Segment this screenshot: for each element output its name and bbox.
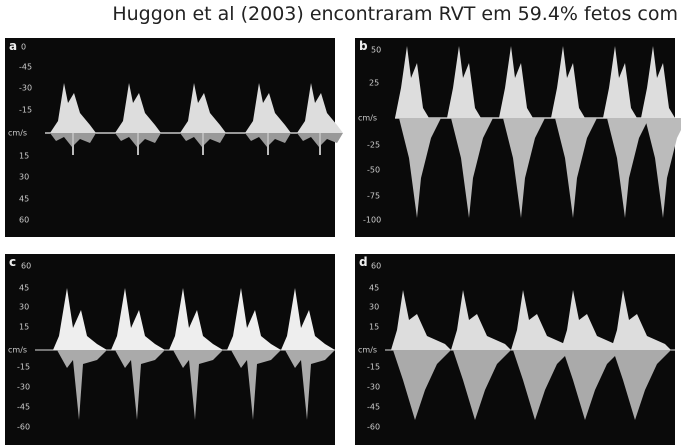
figure: Huggon et al (2003) encontraram RVT em 5… (0, 0, 681, 445)
panel-a: a 0 -45 -30 -15 cm/s 15 30 45 60 (5, 38, 343, 237)
tick-label: cm/s (358, 346, 377, 355)
tick-label: -60 (367, 423, 380, 432)
tick-label: 45 (19, 195, 29, 204)
panel-b: b 50 25 cm/s -25 -50 -75 -100 (355, 38, 681, 237)
panel-d: d 60 45 30 15 cm/s -15 -30 -45 -60 (355, 254, 675, 445)
tick-label: -25 (367, 141, 380, 150)
tick-label: 25 (369, 79, 379, 88)
tick-label: cm/s (8, 129, 27, 138)
tick-label: -60 (17, 423, 30, 432)
tick-label: -15 (19, 106, 32, 115)
tick-label: -15 (17, 363, 30, 372)
caption: Huggon et al (2003) encontraram RVT em 5… (112, 3, 678, 25)
panel-c: c 60 45 30 15 cm/s -15 -30 -45 -60 (5, 254, 335, 445)
tick-label: -30 (19, 84, 32, 93)
tick-label: cm/s (358, 114, 377, 123)
tick-label: -15 (367, 363, 380, 372)
panel-label: b (359, 39, 368, 53)
tick-label: -50 (367, 166, 380, 175)
tick-label: 30 (19, 303, 29, 312)
tick-label: -45 (17, 403, 30, 412)
tick-label: -30 (367, 383, 380, 392)
tick-label: 60 (21, 262, 31, 271)
tick-label: 15 (19, 152, 29, 161)
tick-label: 15 (369, 323, 379, 332)
tick-label: 30 (369, 303, 379, 312)
tick-label: -45 (19, 63, 32, 72)
tick-label: 45 (369, 284, 379, 293)
tick-label: 60 (19, 216, 29, 225)
tick-label: 50 (371, 46, 381, 55)
tick-label: 30 (19, 173, 29, 182)
tick-label: -30 (17, 383, 30, 392)
tick-label: -75 (367, 192, 380, 201)
tick-label: cm/s (8, 346, 27, 355)
tick-label: 15 (19, 323, 29, 332)
tick-label: -45 (367, 403, 380, 412)
panel-label: d (359, 255, 368, 269)
tick-label: 0 (21, 43, 26, 52)
tick-label: 45 (19, 284, 29, 293)
tick-label: 60 (371, 262, 381, 271)
panel-label: c (9, 255, 16, 269)
panel-label: a (9, 39, 17, 53)
tick-label: -100 (363, 216, 381, 225)
